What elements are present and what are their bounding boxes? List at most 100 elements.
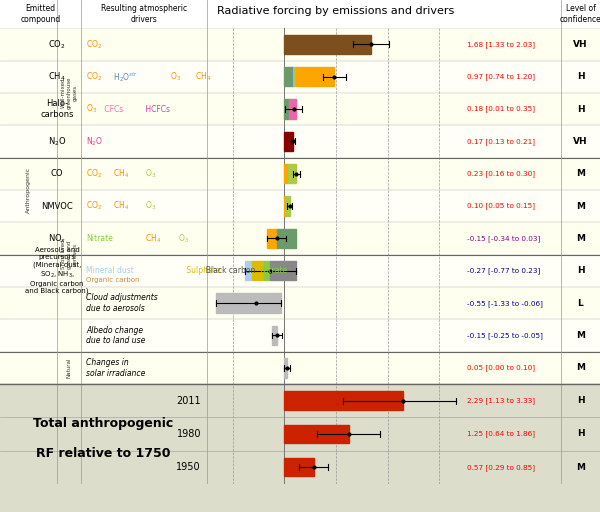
Text: 0.10 [0.05 to 0.15]: 0.10 [0.05 to 0.15] [467, 203, 535, 209]
Text: 2011: 2011 [176, 396, 201, 406]
Text: 1.25 [0.64 to 1.86]: 1.25 [0.64 to 1.86] [467, 431, 535, 437]
Text: M: M [576, 234, 585, 243]
Bar [284, 67, 292, 87]
Text: Black carbon: Black carbon [200, 266, 255, 275]
Text: Level of
confidence: Level of confidence [560, 5, 600, 24]
Text: Resulting atmospheric
drivers: Resulting atmospheric drivers [101, 5, 187, 24]
Text: 1.68 [1.33 to 2.03]: 1.68 [1.33 to 2.03] [467, 41, 535, 48]
Text: -0.15 [-0.25 to -0.05]: -0.15 [-0.25 to -0.05] [467, 332, 542, 339]
Text: 0.18 [0.01 to 0.35]: 0.18 [0.01 to 0.35] [467, 105, 535, 113]
Text: Anthropogenic: Anthropogenic [26, 167, 31, 213]
Text: 0.57 [0.29 to 0.85]: 0.57 [0.29 to 0.85] [467, 464, 535, 471]
Text: 2.29 [1.13 to 3.33]: 2.29 [1.13 to 3.33] [467, 397, 535, 404]
Text: 1950: 1950 [176, 462, 201, 472]
Text: CO$_2$: CO$_2$ [86, 167, 103, 180]
Text: Nitrate: Nitrate [86, 234, 113, 243]
Text: H$_2$O$^{str}$: H$_2$O$^{str}$ [110, 70, 138, 83]
Text: HCFCs: HCFCs [143, 104, 170, 114]
Bar [0, 28, 600, 60]
Bar [0, 352, 600, 384]
Text: CO$_2$: CO$_2$ [86, 38, 103, 51]
Text: Emitted
compound: Emitted compound [20, 5, 61, 24]
Text: H: H [577, 104, 584, 114]
Text: M: M [576, 364, 585, 372]
Bar [292, 67, 293, 87]
Text: Mineral dust: Mineral dust [86, 266, 134, 275]
Bar [284, 358, 287, 377]
Text: Organic carbon: Organic carbon [86, 278, 140, 284]
Bar [284, 197, 286, 216]
Bar [0, 190, 600, 222]
Bar [277, 229, 296, 248]
Text: H: H [577, 430, 584, 438]
Bar [0, 125, 600, 158]
Text: Aerosols and
precursors
(Mineral dust,
SO$_2$, NH$_3$,
Organic carbon
and Black : Aerosols and precursors (Mineral dust, S… [25, 247, 89, 294]
Bar [296, 67, 334, 87]
Text: VH: VH [573, 40, 588, 49]
Text: NO$_x$: NO$_x$ [48, 232, 66, 245]
Text: M: M [576, 169, 585, 178]
Text: Sulphate: Sulphate [184, 266, 221, 275]
Bar [284, 458, 314, 476]
Text: VH: VH [573, 137, 588, 146]
Text: 0.23 [0.16 to 0.30]: 0.23 [0.16 to 0.30] [467, 170, 535, 177]
Text: L: L [578, 298, 583, 308]
Bar [0, 287, 600, 319]
Text: Natural: Natural [67, 357, 71, 378]
Bar [284, 99, 289, 119]
Bar [0, 93, 600, 125]
Text: CH$_4$: CH$_4$ [143, 232, 162, 245]
Bar [0, 60, 600, 93]
Text: Albedo change
due to land use: Albedo change due to land use [86, 326, 145, 345]
Text: M: M [576, 331, 585, 340]
Text: CO$_2$: CO$_2$ [86, 71, 103, 83]
Bar [0, 158, 600, 190]
Text: O$_3$: O$_3$ [176, 232, 190, 245]
Text: -0.55 [-1.33 to -0.06]: -0.55 [-1.33 to -0.06] [467, 300, 542, 307]
Text: 0.05 [0.00 to 0.10]: 0.05 [0.00 to 0.10] [467, 365, 535, 371]
Text: Short lived
gases and
aerosols: Short lived gases and aerosols [61, 240, 77, 269]
Text: NMVOC: NMVOC [41, 202, 73, 210]
Bar [57, 28, 81, 158]
Bar [284, 425, 349, 443]
Text: Nitrate: Nitrate [258, 266, 287, 275]
Bar [0, 222, 600, 254]
Text: CO$_2$: CO$_2$ [48, 38, 66, 51]
Bar [216, 293, 281, 313]
Bar [284, 392, 403, 410]
Bar [267, 229, 277, 248]
Text: H: H [577, 266, 584, 275]
Bar [286, 197, 290, 216]
Text: CH$_4$: CH$_4$ [48, 71, 66, 83]
Text: N$_2$O: N$_2$O [86, 135, 103, 147]
Bar [57, 352, 81, 384]
Bar [271, 261, 296, 281]
Bar [0, 254, 600, 287]
Text: Well-mixed
greenhouse
gases: Well-mixed greenhouse gases [61, 77, 77, 109]
Text: Total anthropogenic: Total anthropogenic [34, 417, 173, 431]
Bar [57, 158, 81, 352]
Text: -0.27 [-0.77 to 0.23]: -0.27 [-0.77 to 0.23] [467, 267, 540, 274]
Bar [0, 319, 600, 352]
Text: M: M [576, 463, 585, 472]
Bar [264, 261, 271, 281]
Bar [284, 164, 288, 183]
Text: Halo-
carbons: Halo- carbons [40, 99, 74, 119]
Text: N$_2$O: N$_2$O [48, 135, 66, 147]
Text: 0.97 [0.74 to 1.20]: 0.97 [0.74 to 1.20] [467, 73, 535, 80]
Text: CH$_4$: CH$_4$ [110, 200, 129, 212]
Text: O$_3$: O$_3$ [86, 103, 97, 115]
Text: Radiative forcing by emissions and drivers: Radiative forcing by emissions and drive… [217, 6, 455, 16]
Bar [253, 261, 264, 281]
Text: 0.17 [0.13 to 0.21]: 0.17 [0.13 to 0.21] [467, 138, 535, 145]
Bar [289, 99, 296, 119]
Text: CO: CO [51, 169, 63, 178]
Bar [245, 261, 253, 281]
Bar [288, 164, 296, 183]
Text: CO$_2$: CO$_2$ [86, 200, 103, 212]
Text: Changes in
solar irradiance: Changes in solar irradiance [86, 358, 145, 377]
Bar [284, 132, 293, 151]
Bar [271, 326, 277, 345]
Text: -0.15 [-0.34 to 0.03]: -0.15 [-0.34 to 0.03] [467, 235, 540, 242]
Text: Cloud adjustments
due to aerosols: Cloud adjustments due to aerosols [86, 293, 158, 313]
